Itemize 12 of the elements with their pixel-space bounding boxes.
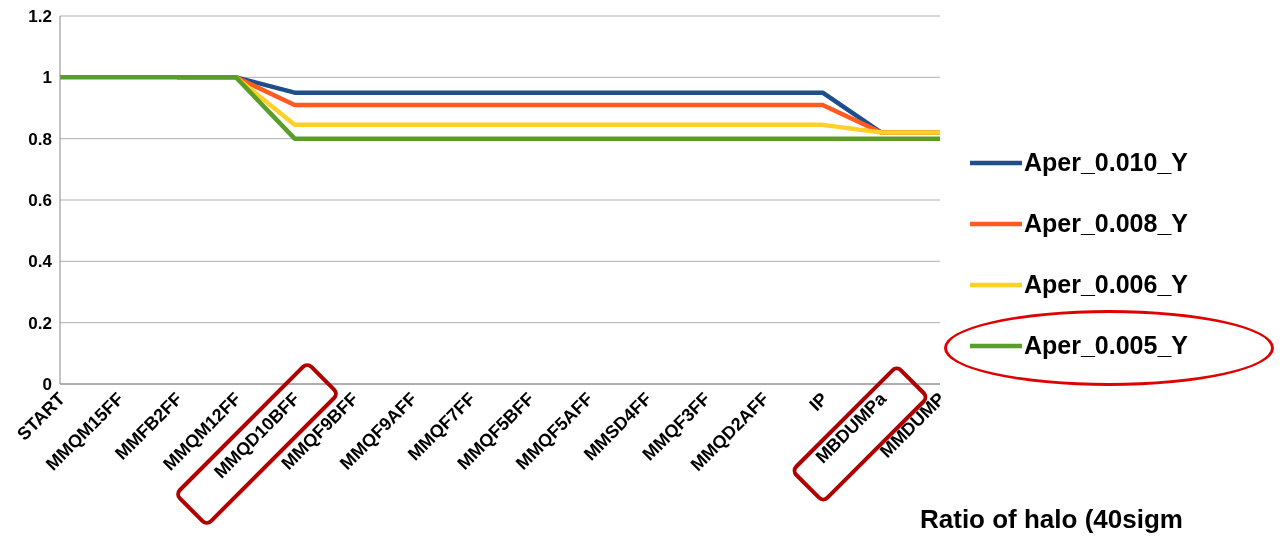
legend-label: Aper_0.008_Y	[1024, 209, 1189, 238]
y-tick-label: 0.4	[28, 252, 53, 272]
text: Ratio of halo (40sigm	[920, 504, 1183, 535]
legend-label: Aper_0.010_Y	[1024, 148, 1189, 177]
legend-label: Aper_0.006_Y	[1024, 270, 1189, 299]
y-tick-label: 0	[42, 375, 52, 395]
y-tick-label: 1	[42, 68, 52, 88]
y-tick-label: 0.8	[28, 129, 52, 149]
y-tick-label: 0.6	[28, 191, 52, 211]
legend-label: Aper_0.005_Y	[1024, 331, 1189, 360]
y-tick-label: 1.2	[28, 7, 52, 27]
y-tick-label: 0.2	[28, 313, 52, 333]
